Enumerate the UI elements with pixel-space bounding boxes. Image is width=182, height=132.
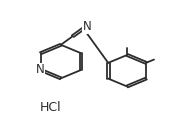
Text: N: N (36, 63, 45, 76)
Text: HCl: HCl (40, 101, 61, 114)
Text: N: N (83, 20, 92, 33)
